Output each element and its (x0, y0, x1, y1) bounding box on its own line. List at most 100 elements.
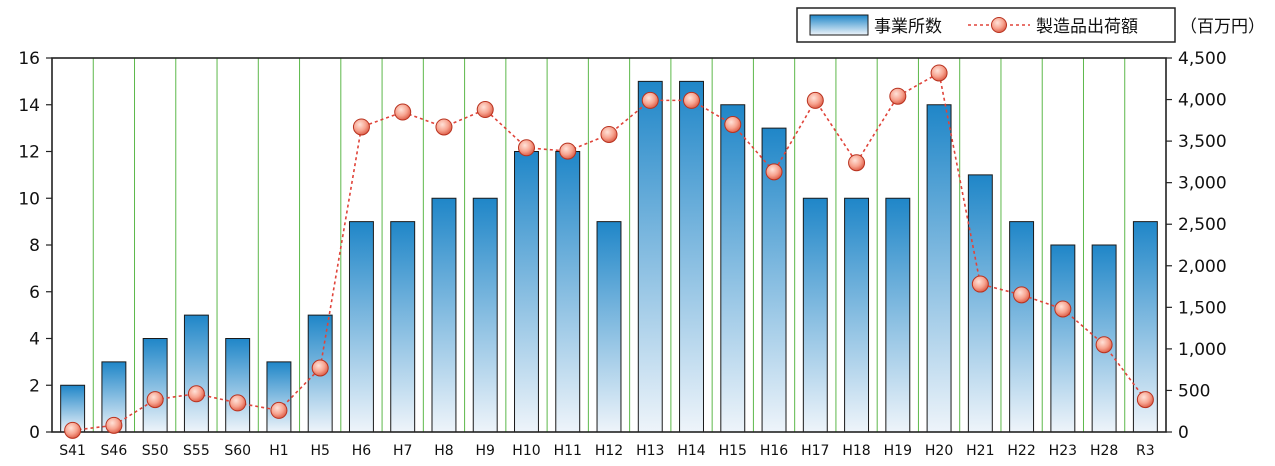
point-H14 (683, 91, 701, 109)
point-H1 (270, 401, 288, 419)
bar-H6 (348, 221, 374, 433)
y-right-tick-label: 4,500 (1178, 49, 1227, 69)
x-tick-label: H5 (310, 443, 329, 459)
point-H5 (311, 359, 329, 377)
x-tick-label: H11 (554, 443, 582, 459)
y-right-tick-label: 1,000 (1178, 340, 1227, 360)
point-H15 (724, 115, 742, 133)
bar-H23 (1050, 244, 1076, 433)
bar-H19 (885, 197, 911, 433)
x-tick-label: H13 (636, 443, 664, 459)
x-tick-label: H9 (476, 443, 495, 459)
x-tick-label: H1 (269, 443, 288, 459)
bar-H1 (266, 361, 292, 433)
y-right-tick-label: 1,500 (1178, 298, 1227, 318)
point-H18 (848, 154, 866, 172)
bar-series (60, 80, 1158, 433)
bar-H18 (844, 197, 870, 433)
bar-H9 (472, 197, 498, 433)
legend-bar-swatch (809, 14, 869, 36)
point-H20 (930, 64, 948, 82)
x-tick-label: S55 (183, 443, 210, 459)
x-tick-label: H21 (966, 443, 994, 459)
point-H11 (559, 142, 577, 160)
point-S50 (146, 391, 164, 409)
bar-S55 (183, 314, 209, 433)
y-right-tick-label: 2,000 (1178, 257, 1227, 277)
y-left-tick-label: 4 (29, 330, 40, 350)
x-tick-label: H12 (595, 443, 623, 459)
point-H22 (1013, 286, 1031, 304)
line-series (64, 64, 1154, 439)
x-tick-label: H23 (1049, 443, 1077, 459)
x-tick-label: H7 (393, 443, 412, 459)
y-left-tick-label: 8 (29, 236, 40, 256)
point-H16 (765, 163, 783, 181)
x-tick-label: H17 (801, 443, 829, 459)
point-S60 (229, 394, 247, 412)
point-H19 (889, 87, 907, 105)
legend-line-label: 製造品出荷額 (1036, 17, 1138, 37)
x-tick-label: H14 (677, 443, 705, 459)
bar-H14 (679, 80, 704, 433)
y-right-tick-label: 0 (1178, 423, 1189, 443)
bar-S60 (225, 338, 251, 433)
bar-S50 (142, 338, 168, 433)
point-H7 (394, 103, 412, 121)
legend: 事業所数 製造品出荷額 (796, 7, 1176, 43)
x-tick-label: S50 (142, 443, 169, 459)
x-tick-label: H20 (925, 443, 953, 459)
x-tick-label: S46 (101, 443, 128, 459)
point-S46 (105, 416, 123, 434)
y-left-tick-label: 6 (29, 283, 40, 303)
x-tick-label: H22 (1007, 443, 1035, 459)
vertical-gridlines (92, 58, 1126, 432)
bar-H20 (926, 104, 952, 433)
y-left-tick-label: 10 (18, 189, 40, 209)
y-left-tick-label: 12 (18, 143, 40, 163)
x-tick-label: H16 (760, 443, 788, 459)
bar-H11 (555, 151, 581, 433)
bar-H8 (431, 197, 457, 433)
bar-H10 (514, 151, 539, 433)
bar-H12 (596, 221, 622, 433)
point-H13 (641, 91, 659, 109)
point-H28 (1095, 336, 1113, 354)
point-H10 (517, 139, 535, 157)
y-right-tick-label: 3,500 (1178, 132, 1227, 152)
point-H8 (435, 118, 453, 136)
x-tick-label: H6 (352, 443, 372, 459)
point-H17 (806, 91, 824, 109)
x-tick-label: S41 (59, 443, 86, 459)
y-right-tick-label: 3,000 (1178, 174, 1227, 194)
point-H21 (971, 275, 989, 293)
bar-H17 (802, 197, 828, 433)
bar-H7 (390, 221, 416, 433)
legend-line-marker (991, 17, 1007, 33)
x-tick-label: H10 (512, 443, 540, 459)
point-S41 (64, 421, 82, 439)
x-tick-label: R3 (1136, 443, 1155, 459)
y-left-tick-label: 14 (18, 96, 40, 116)
axes: 0 2 4 6 8 10 12 14 16 0 500 1,000 1,500 2,000 2,500 3,0… (18, 49, 1226, 459)
x-tick-label: H8 (434, 443, 453, 459)
y-right-tick-label: 2,500 (1178, 215, 1227, 235)
x-tick-label: H18 (842, 443, 870, 459)
bar-H22 (1009, 221, 1035, 433)
y-left-tick-label: 0 (29, 423, 40, 443)
x-tick-label: H28 (1090, 443, 1118, 459)
point-H6 (352, 118, 370, 136)
bar-H15 (720, 104, 746, 433)
x-tick-label: H19 (884, 443, 912, 459)
y-left-tick-label: 16 (18, 49, 40, 69)
legend-bar-label: 事業所数 (874, 17, 942, 37)
y-right-tick-label: 4,000 (1178, 91, 1227, 111)
x-tick-label: S60 (224, 443, 251, 459)
right-axis-unit: （百万円） (1180, 17, 1265, 37)
point-H12 (600, 125, 618, 143)
y-left-tick-label: 2 (29, 376, 40, 396)
y-right-tick-label: 500 (1178, 381, 1210, 401)
bar-H21 (967, 174, 993, 433)
point-H23 (1054, 300, 1072, 318)
point-R3 (1136, 391, 1154, 409)
